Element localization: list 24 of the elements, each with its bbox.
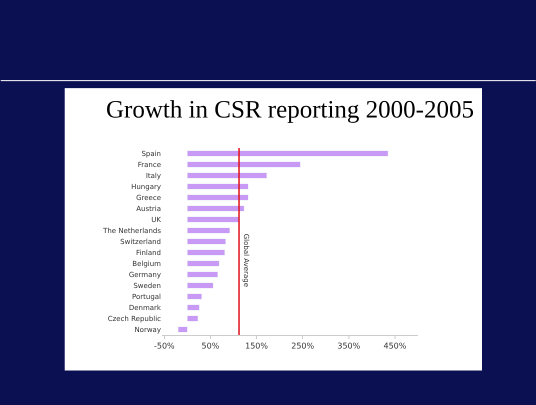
bar	[187, 172, 267, 178]
bar	[187, 250, 225, 256]
bar	[187, 316, 198, 322]
x-tick-label: 350%	[337, 342, 361, 351]
bar	[187, 162, 301, 168]
bar	[187, 216, 240, 222]
bar	[187, 282, 214, 288]
chart-title: Growth in CSR reporting 2000-2005	[106, 96, 474, 124]
bar	[187, 260, 220, 266]
x-tick-label: 450%	[384, 342, 407, 351]
bar	[187, 272, 218, 278]
x-tick-label: 50%	[202, 342, 220, 351]
x-tick-label: 150%	[245, 342, 268, 351]
bar	[187, 184, 249, 190]
bar	[187, 206, 244, 212]
bar	[187, 194, 249, 200]
bar	[187, 304, 200, 310]
x-tick-label: -50%	[154, 342, 176, 351]
x-tick-label: 250%	[291, 342, 315, 351]
bar	[187, 238, 226, 244]
bar	[187, 294, 202, 300]
bar	[187, 150, 388, 156]
bar	[178, 326, 188, 332]
bar	[187, 228, 230, 234]
